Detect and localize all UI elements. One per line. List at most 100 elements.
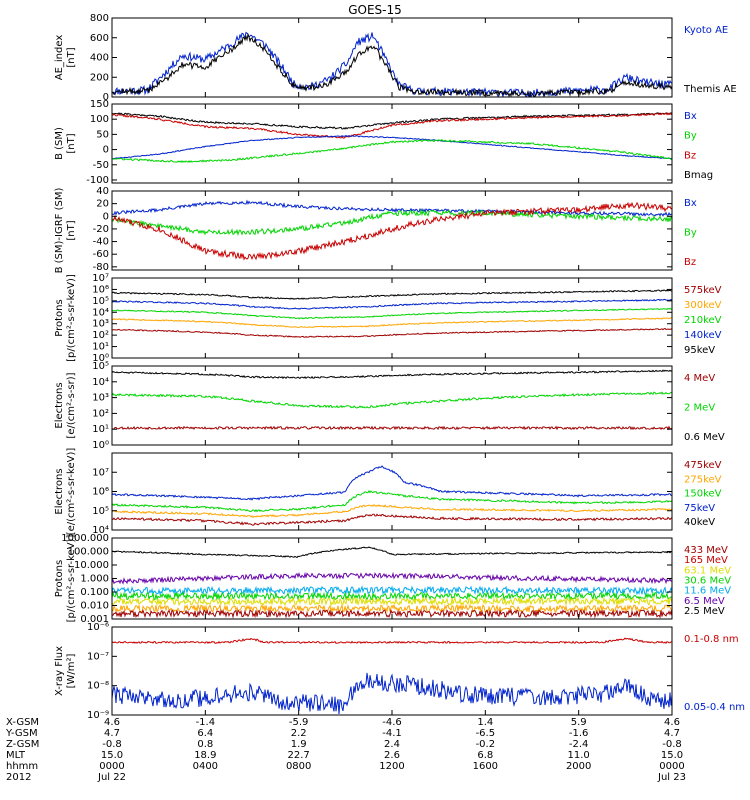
y-axis-label: Protons: [54, 560, 65, 597]
y-tick-label: 10³: [92, 319, 109, 330]
y-tick-label: 10²: [92, 330, 109, 341]
legend-entry: 95keV: [684, 345, 715, 356]
y-tick-label: 10⁵: [92, 361, 109, 372]
legend-entry: 30.6 MeV: [684, 576, 731, 587]
x-table-cell: -0.8: [662, 739, 682, 750]
legend-entry: 0.1-0.8 nm: [684, 634, 739, 645]
series-line-95kev: [112, 289, 672, 300]
legend-entry: Bx: [684, 198, 697, 209]
legend-entry: Bz: [684, 150, 696, 161]
legend-entry: 140keV: [684, 330, 722, 341]
y-tick-label: 1000.000: [61, 533, 109, 544]
y-tick-label: -20: [93, 224, 109, 235]
series-line-bx: [112, 199, 672, 217]
x-table-cell: 15.0: [661, 750, 683, 761]
y-axis-label: [p/(cm²-s-sr-keV)]: [66, 535, 77, 623]
figure-title: GOES-15: [348, 3, 402, 17]
legend-entry: Bx: [684, 111, 697, 122]
x-table-cell: 1.9: [291, 739, 307, 750]
series-line-2-5-mev: [112, 546, 672, 559]
series-line-300kev: [112, 317, 672, 329]
y-tick-label: 200: [90, 72, 109, 83]
y-tick-label: 10⁴: [92, 307, 109, 318]
panel-protons_hi: 0.001 0.010 0.100 1.000 10.000 100.000 1000.00…: [54, 533, 731, 625]
series-line-6-5-mev: [112, 571, 672, 585]
y-tick-label: 100.000: [68, 547, 109, 558]
series-line-themis-ae: [112, 32, 672, 97]
x-table-cell: 4.7: [664, 728, 680, 739]
y-tick-label: 10³: [92, 393, 109, 404]
legend-entry: 2 MeV: [684, 403, 715, 414]
legend-entry: 6.5 MeV: [684, 596, 725, 607]
series-group: [112, 31, 672, 97]
y-tick-label: 10⁻⁷: [87, 651, 109, 662]
y-axis-label: AE_index: [54, 35, 65, 81]
series-line-63-1-mev: [112, 596, 672, 607]
series-line-30-6-mev: [112, 590, 672, 602]
x-table-cell: -1.4: [196, 717, 216, 728]
series-line-by: [112, 139, 672, 164]
series-line-bx: [112, 134, 672, 160]
series-line-0-1-0-8-nm: [112, 637, 672, 644]
legend-entry: 0.6 MeV: [684, 432, 725, 443]
x-table-cell: 4.6: [664, 717, 680, 728]
series-line-bz: [112, 112, 672, 139]
panel-electrons2: 10⁴ 10⁵ 10⁶ 10⁷ Electrons [e/(cm²-s-sr-keV)] 4…: [54, 448, 722, 536]
panel-electrons1: 10⁰ 10¹ 10² 10³ 10⁴ 10⁵ Electrons [e/(cm²-s-sr)…: [54, 361, 725, 451]
y-tick-label: 0.100: [80, 587, 109, 598]
series-line-140kev: [112, 298, 672, 310]
series-group: [112, 112, 672, 164]
x-table-cell: 2.2: [291, 728, 307, 739]
x-table-cell: 0400: [193, 761, 218, 772]
legend-entry: Bmag: [684, 170, 713, 181]
series-line-4-mev: [112, 425, 672, 431]
x-table-cell: 1.4: [477, 717, 493, 728]
x-table-cell: 6.4: [197, 728, 213, 739]
y-axis-label: [nT]: [66, 220, 77, 240]
y-tick-label: 600: [90, 33, 109, 44]
x-axis-table: X-GSM 4.6 -1.4 -5.9 -4.6 1.4 5.9 4.6 Y-GSM 4.7 6.4…: [5, 717, 686, 783]
x-table-cell: -6.5: [476, 728, 496, 739]
x-table-cell: 2.6: [384, 750, 400, 761]
y-tick-label: 10⁷: [92, 273, 109, 284]
series-line-0-6-mev: [112, 369, 672, 380]
x-table-cell: 2000: [566, 761, 591, 772]
y-axis-label: [W/m²]: [66, 653, 77, 688]
y-axis-label: [nT]: [66, 133, 77, 153]
panel-frame: [111, 365, 673, 446]
y-axis-label: B (SM): [54, 127, 65, 160]
x-table-cell: -4.6: [382, 717, 402, 728]
series-line-575kev: [112, 327, 672, 338]
y-tick-label: 10⁷: [92, 467, 109, 478]
legend-entry: 40keV: [684, 517, 715, 528]
series-group: [112, 369, 672, 431]
legend-entry: By: [684, 131, 697, 142]
legend-entry: Themis AE: [683, 84, 737, 95]
series-line-bmag: [112, 112, 672, 130]
y-tick-label: -50: [93, 160, 109, 171]
legend-entry: 300keV: [684, 300, 722, 311]
x-table-cell: 18.9: [194, 750, 216, 761]
x-table-row-name: Z-GSM: [6, 739, 39, 750]
y-tick-label: 10⁴: [92, 377, 109, 388]
y-tick-label: 10²: [92, 408, 109, 419]
legend-entry: 210keV: [684, 315, 722, 326]
x-table-cell: 5.9: [571, 717, 587, 728]
series-line-75kev: [112, 489, 672, 513]
y-tick-label: 10⁰: [92, 353, 109, 364]
y-tick-label: -100: [86, 175, 109, 186]
series-group: [112, 289, 672, 338]
y-tick-label: 100: [90, 114, 109, 125]
y-axis-label: [p/(cm²-s-sr-keV)]: [66, 274, 77, 362]
legend-entry: Bz: [684, 257, 696, 268]
x-table-cell: 0000: [659, 761, 684, 772]
x-table-cell: 15.0: [101, 750, 123, 761]
y-tick-label: 400: [90, 53, 109, 64]
legend-entry: 75keV: [684, 503, 715, 514]
legend-entry: 575keV: [684, 285, 722, 296]
x-table-cell: Jul 22: [97, 772, 126, 783]
y-axis-label: B (SM)-IGRF (SM): [54, 188, 65, 274]
